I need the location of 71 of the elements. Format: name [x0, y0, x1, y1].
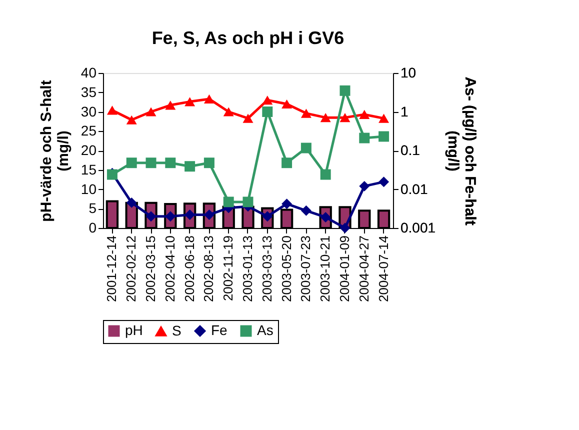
y2-tick-label: 10 [400, 64, 416, 80]
point [359, 110, 370, 120]
x-tick-label: 2004-01-09 [336, 236, 352, 302]
point [146, 107, 156, 116]
point [378, 131, 390, 142]
x-tick-label: 2002-02-12 [124, 236, 139, 302]
legend-label: pH [125, 322, 143, 338]
x-tick-label: 2002-11-19 [220, 236, 236, 302]
x-tick-label: 2003-10-21 [318, 236, 333, 302]
x-tick-label: 2002-04-10 [162, 236, 178, 302]
chart-title: Fe, S, As och pH i GV6 [152, 28, 344, 48]
y2-tick-label: 0.1 [400, 142, 420, 158]
point [126, 115, 137, 124]
point [242, 114, 254, 123]
point [204, 94, 214, 104]
point [282, 99, 292, 109]
point [184, 161, 196, 172]
point [359, 180, 370, 192]
point [146, 158, 156, 168]
y-axis-title: pH-värde och S-halt (mg/l) [38, 80, 72, 222]
point [340, 113, 350, 122]
x-tick-label: 2003-01-13 [240, 236, 255, 302]
point [320, 169, 331, 180]
point [262, 96, 273, 105]
point [282, 198, 292, 210]
point [165, 158, 176, 168]
point [184, 97, 196, 106]
y-tick-label: 15 [80, 161, 97, 178]
point [165, 100, 176, 110]
y-tick-label: 5 [88, 200, 97, 216]
y-tick-label: 30 [80, 103, 97, 120]
point [262, 106, 273, 117]
y2-axis-title: As- (µg/l) och Fe-halt (mg/l) [444, 76, 479, 226]
y2-tick-label: 1 [400, 103, 408, 120]
y-tick-label: 20 [80, 142, 97, 158]
legend-label: Fe [211, 322, 228, 338]
x-tick-label: 2002-03-15 [143, 236, 158, 302]
x-tick-label: 2004-04-27 [356, 236, 372, 302]
point [359, 132, 370, 144]
point [378, 176, 390, 188]
y-tick-label: 10 [80, 180, 97, 197]
y-tick-label: 0 [88, 220, 97, 236]
point [300, 142, 312, 154]
y-tick-label: 25 [80, 122, 97, 139]
x-tick-label: 2002-08-13 [201, 236, 216, 302]
x-tick-label: 2003-05-20 [278, 236, 294, 302]
legend-label: S [172, 322, 182, 338]
x-tick-label: 2004-07-14 [376, 236, 391, 302]
x-tick-label: 2003-07-23 [298, 236, 314, 302]
point [300, 108, 312, 118]
y2-tick-label: 0.01 [400, 180, 428, 197]
point [223, 196, 234, 208]
y-tick-label: 35 [80, 84, 97, 100]
point [300, 205, 312, 216]
point [126, 158, 137, 168]
point [282, 158, 292, 168]
point [106, 106, 118, 115]
x-tick-label: 2002-06-18 [182, 236, 197, 302]
x-tick-label: 2001-12-14 [104, 236, 120, 302]
point [126, 197, 137, 208]
point [340, 85, 350, 96]
legend-label: As [257, 322, 274, 338]
point [340, 222, 350, 234]
point [204, 158, 214, 168]
y-tick-label: 40 [80, 64, 97, 80]
point [242, 196, 254, 208]
point [223, 107, 234, 116]
y2-tick-label: 0.001 [400, 220, 436, 236]
point [378, 114, 390, 123]
point [320, 113, 331, 122]
x-tick-label: 2003-03-13 [259, 236, 274, 302]
